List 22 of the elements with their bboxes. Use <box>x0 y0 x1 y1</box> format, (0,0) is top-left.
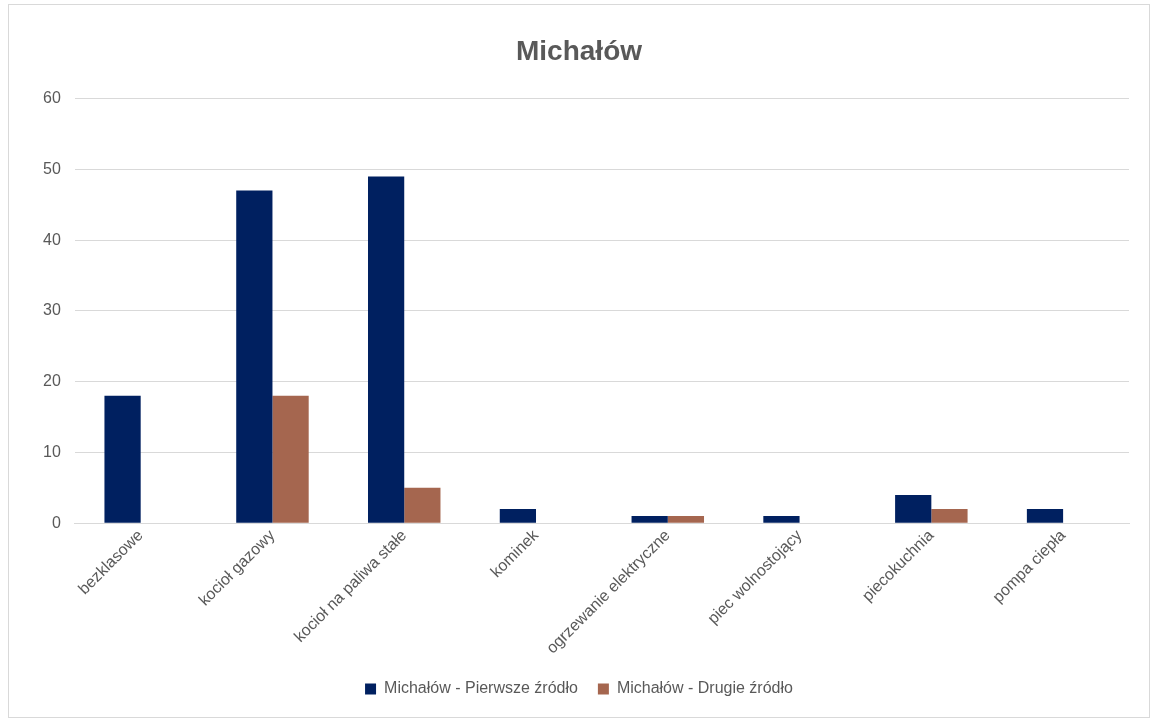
legend-label: Michałów - Drugie źródło <box>616 679 794 697</box>
y-tick-label: 0 <box>51 513 61 531</box>
bar <box>1026 509 1064 523</box>
chart-title: Michałów <box>515 34 643 66</box>
bar <box>895 494 932 523</box>
legend-label: Michałów - Pierwsze źródło <box>384 679 578 697</box>
y-tick-label: 20 <box>43 372 61 390</box>
bar <box>404 487 441 523</box>
bar <box>272 395 309 523</box>
bar <box>763 516 800 523</box>
bar <box>368 176 405 523</box>
bar <box>931 509 968 523</box>
y-tick-label: 40 <box>43 230 61 248</box>
bar <box>236 190 273 523</box>
y-tick-label: 10 <box>43 442 61 460</box>
bar <box>667 516 705 523</box>
y-tick-label: 50 <box>43 159 61 177</box>
y-tick-label: 60 <box>43 89 61 107</box>
bar <box>631 516 668 523</box>
y-tick-label: 30 <box>43 301 61 319</box>
bar <box>104 395 141 523</box>
bar <box>499 509 537 523</box>
